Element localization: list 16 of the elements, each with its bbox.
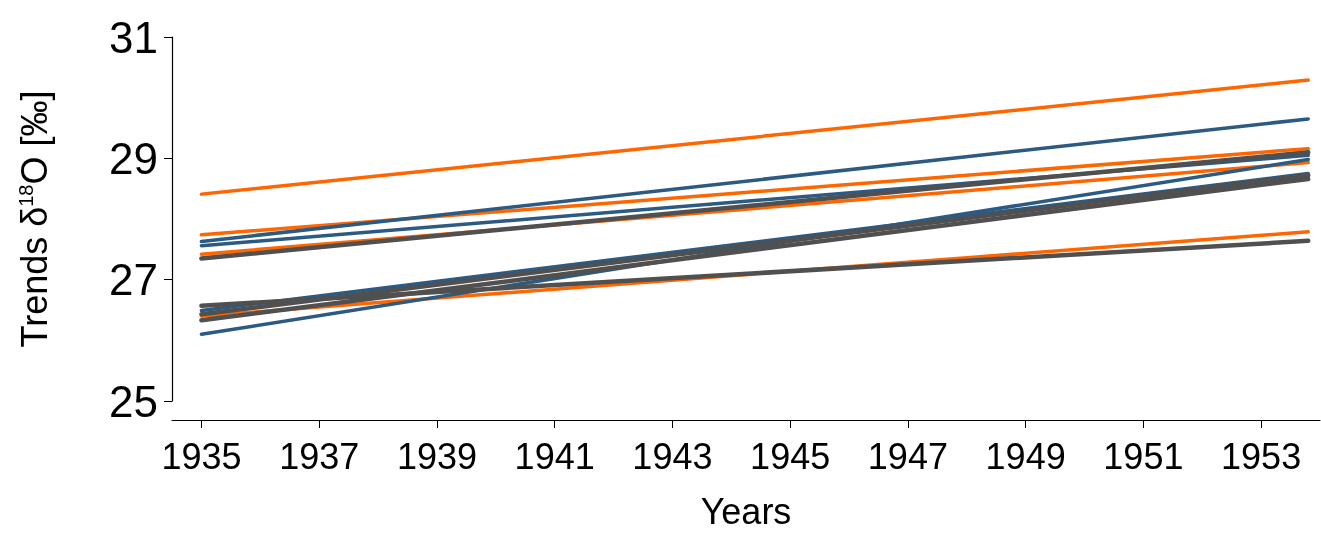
y-tick-label: 25 [109, 376, 158, 426]
x-tick-label: 1945 [750, 435, 831, 477]
x-tick-label: 1953 [1221, 435, 1302, 477]
x-tick-label: 1937 [279, 435, 360, 477]
x-tick-label: 1951 [1103, 435, 1184, 477]
y-tick-label: 29 [109, 133, 158, 183]
y-axis-title: Trends δ18O [‰] [13, 90, 55, 348]
x-tick-label: 1943 [632, 435, 713, 477]
x-tick-label: 1935 [161, 435, 242, 477]
x-tick-label: 1947 [867, 435, 948, 477]
x-tick-label: 1941 [514, 435, 595, 477]
x-axis-title: Years [700, 490, 792, 532]
y-tick-label: 31 [109, 12, 158, 62]
y-tick-label: 27 [109, 255, 158, 305]
x-tick-label: 1949 [985, 435, 1066, 477]
x-tick-label: 1939 [396, 435, 477, 477]
